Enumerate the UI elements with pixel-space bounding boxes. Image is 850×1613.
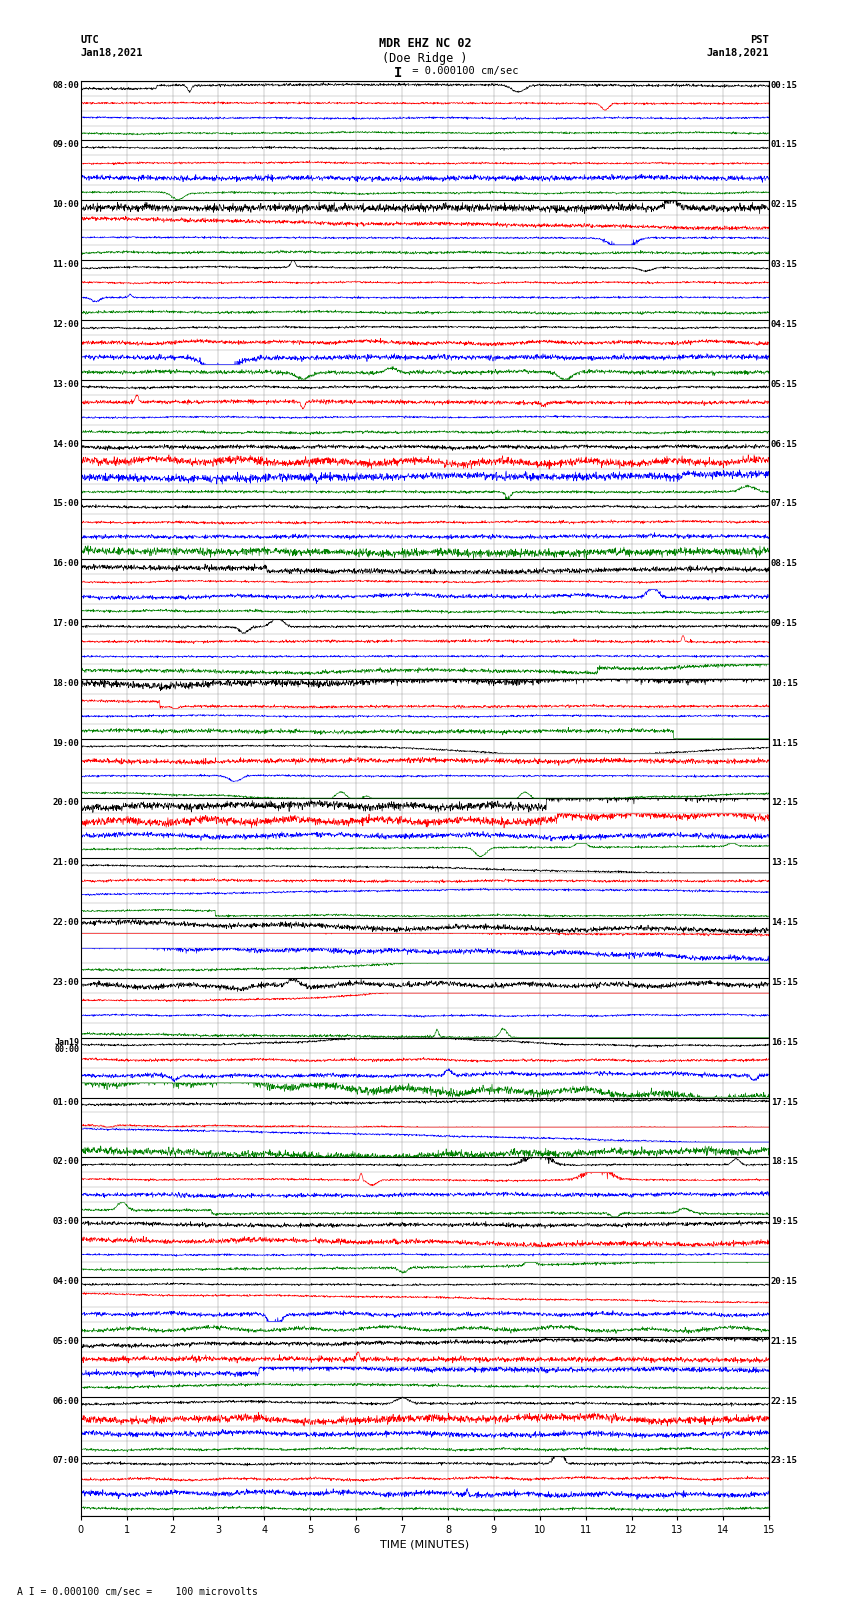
Text: 05:00: 05:00 — [53, 1337, 79, 1345]
Text: 01:00: 01:00 — [53, 1097, 79, 1107]
Text: 16:15: 16:15 — [771, 1037, 797, 1047]
Text: 22:00: 22:00 — [53, 918, 79, 927]
Text: 14:00: 14:00 — [53, 440, 79, 448]
Text: 21:15: 21:15 — [771, 1337, 797, 1345]
Text: 15:15: 15:15 — [771, 977, 797, 987]
Text: 01:15: 01:15 — [771, 140, 797, 150]
Text: Jan18,2021: Jan18,2021 — [81, 48, 144, 58]
Text: 08:00: 08:00 — [53, 81, 79, 90]
Text: 23:00: 23:00 — [53, 977, 79, 987]
Text: 13:15: 13:15 — [771, 858, 797, 868]
X-axis label: TIME (MINUTES): TIME (MINUTES) — [381, 1539, 469, 1550]
Text: 15:00: 15:00 — [53, 500, 79, 508]
Text: 06:15: 06:15 — [771, 440, 797, 448]
Text: 02:00: 02:00 — [53, 1158, 79, 1166]
Text: 07:00: 07:00 — [53, 1457, 79, 1465]
Text: Jan19: Jan19 — [54, 1037, 79, 1047]
Text: 19:15: 19:15 — [771, 1218, 797, 1226]
Text: 18:00: 18:00 — [53, 679, 79, 687]
Text: 11:00: 11:00 — [53, 260, 79, 269]
Text: 03:15: 03:15 — [771, 260, 797, 269]
Text: 06:00: 06:00 — [53, 1397, 79, 1405]
Text: 19:00: 19:00 — [53, 739, 79, 747]
Text: 17:15: 17:15 — [771, 1097, 797, 1107]
Text: 08:15: 08:15 — [771, 560, 797, 568]
Text: 03:00: 03:00 — [53, 1218, 79, 1226]
Text: 10:00: 10:00 — [53, 200, 79, 210]
Text: 20:15: 20:15 — [771, 1277, 797, 1286]
Text: = 0.000100 cm/sec: = 0.000100 cm/sec — [406, 66, 518, 76]
Text: I: I — [394, 66, 402, 81]
Text: 12:00: 12:00 — [53, 319, 79, 329]
Text: PST: PST — [751, 35, 769, 45]
Text: 04:15: 04:15 — [771, 319, 797, 329]
Text: 10:15: 10:15 — [771, 679, 797, 687]
Text: Jan18,2021: Jan18,2021 — [706, 48, 769, 58]
Text: 04:00: 04:00 — [53, 1277, 79, 1286]
Text: MDR EHZ NC 02: MDR EHZ NC 02 — [379, 37, 471, 50]
Text: 02:15: 02:15 — [771, 200, 797, 210]
Text: 21:00: 21:00 — [53, 858, 79, 868]
Text: 16:00: 16:00 — [53, 560, 79, 568]
Text: 12:15: 12:15 — [771, 798, 797, 808]
Text: 09:15: 09:15 — [771, 619, 797, 627]
Text: 22:15: 22:15 — [771, 1397, 797, 1405]
Text: 09:00: 09:00 — [53, 140, 79, 150]
Text: 20:00: 20:00 — [53, 798, 79, 808]
Text: UTC: UTC — [81, 35, 99, 45]
Text: 23:15: 23:15 — [771, 1457, 797, 1465]
Text: 18:15: 18:15 — [771, 1158, 797, 1166]
Text: (Doe Ridge ): (Doe Ridge ) — [382, 52, 468, 65]
Text: A I = 0.000100 cm/sec =    100 microvolts: A I = 0.000100 cm/sec = 100 microvolts — [17, 1587, 258, 1597]
Text: 17:00: 17:00 — [53, 619, 79, 627]
Text: 13:00: 13:00 — [53, 379, 79, 389]
Text: 00:00: 00:00 — [54, 1045, 79, 1055]
Text: 00:15: 00:15 — [771, 81, 797, 90]
Text: 07:15: 07:15 — [771, 500, 797, 508]
Text: 05:15: 05:15 — [771, 379, 797, 389]
Text: 14:15: 14:15 — [771, 918, 797, 927]
Text: 11:15: 11:15 — [771, 739, 797, 747]
